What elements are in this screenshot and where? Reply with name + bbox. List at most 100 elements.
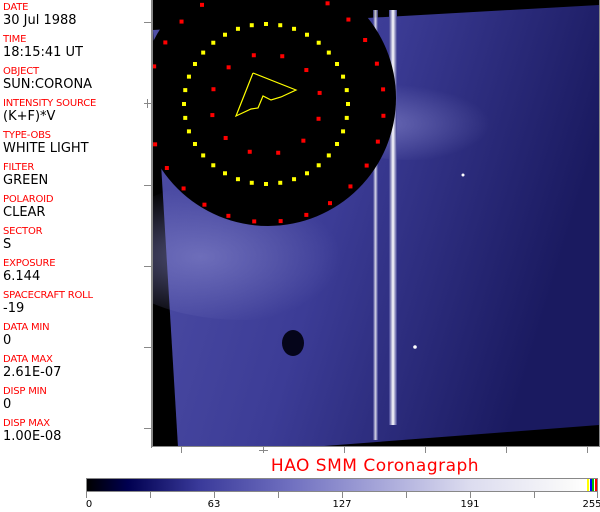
marker	[304, 68, 309, 73]
marker	[192, 62, 197, 66]
overlay-polygon	[234, 72, 298, 118]
marker	[278, 219, 283, 224]
marker	[249, 180, 254, 185]
tick	[144, 185, 151, 186]
marker	[251, 53, 256, 58]
pylon-streak	[389, 10, 397, 425]
field-exposure: EXPOSURE 6.144	[3, 258, 56, 284]
colorbar-tick-label: 0	[85, 499, 93, 510]
marker	[226, 65, 231, 70]
marker	[235, 177, 240, 182]
marker	[326, 153, 331, 158]
marker	[201, 153, 206, 158]
marker	[183, 115, 188, 120]
colorbar-tick	[214, 492, 215, 498]
field-value: 30 Jul 1988	[3, 13, 77, 28]
field-label: DATE	[3, 2, 29, 13]
tick	[144, 347, 151, 348]
marker	[186, 129, 191, 134]
field-type-obs: TYPE-OBS WHITE LIGHT	[3, 130, 89, 156]
marker	[223, 135, 228, 140]
field-value: 2.61E-07	[3, 365, 62, 380]
tick	[506, 447, 507, 453]
colorbar-tick	[597, 492, 598, 498]
field-label: FILTER	[3, 162, 35, 173]
marker	[264, 182, 268, 186]
colorbar-tick	[86, 492, 87, 498]
field-label: SECTOR	[3, 226, 43, 237]
tick	[144, 266, 151, 267]
colorbar-tick	[406, 492, 407, 498]
marker	[292, 177, 297, 182]
field-label: POLAROID	[3, 194, 54, 205]
marker	[363, 38, 368, 43]
colorbar-tick	[534, 492, 535, 498]
marker	[375, 139, 380, 144]
field-polaroid: POLAROID CLEAR	[3, 194, 54, 220]
field-time: TIME 18:15:41 UT	[3, 34, 83, 60]
tick	[181, 447, 182, 453]
marker	[344, 88, 349, 93]
field-value: S	[3, 237, 12, 252]
marker	[179, 19, 184, 24]
marker	[341, 129, 346, 134]
field-value: 1.00E-08	[3, 429, 62, 444]
field-filter: FILTER GREEN	[3, 162, 48, 188]
marker	[163, 40, 168, 45]
marker	[346, 102, 350, 106]
marker	[181, 186, 186, 191]
marker	[344, 115, 349, 120]
marker	[226, 213, 231, 218]
field-label: TIME	[3, 34, 27, 45]
colorbar-overlay-stripe	[592, 479, 594, 491]
tick	[144, 22, 151, 23]
colorbar-tick-label: 255	[582, 499, 600, 510]
field-spacecraft-roll: SPACECRAFT ROLL -19	[3, 290, 93, 316]
colorbar-overlay-stripe	[594, 479, 597, 491]
marker	[346, 17, 351, 22]
marker	[278, 180, 283, 185]
marker	[327, 201, 332, 206]
marker	[202, 202, 207, 207]
header-info-panel: DATE 30 Jul 1988 TIME 18:15:41 UT OBJECT SUN:…	[0, 0, 152, 448]
pylon-streak	[373, 10, 378, 440]
marker	[153, 142, 158, 147]
tick	[587, 447, 588, 453]
field-value: (K+F)*V	[3, 109, 56, 124]
marker	[276, 150, 281, 155]
marker	[247, 149, 252, 154]
marker	[381, 113, 386, 118]
dust-spot	[282, 330, 304, 356]
colorbar-tick-label: 191	[460, 499, 480, 510]
marker	[210, 113, 215, 118]
marker	[223, 171, 227, 176]
colorbar-tick-label: 127	[332, 499, 352, 510]
field-value: CLEAR	[3, 205, 46, 220]
colorbar-tick	[342, 492, 343, 498]
marker	[235, 26, 240, 31]
marker	[326, 50, 331, 55]
marker	[200, 2, 205, 7]
field-label: INTENSITY SOURCE	[3, 98, 97, 109]
field-label: EXPOSURE	[3, 258, 56, 269]
marker	[211, 163, 216, 168]
marker	[211, 87, 216, 92]
coronagraph-image-view[interactable]	[152, 0, 600, 447]
field-disp-max: DISP MAX 1.00E-08	[3, 418, 61, 444]
field-sector: SECTOR S	[3, 226, 43, 252]
field-intensity-source: INTENSITY SOURCE (K+F)*V	[3, 98, 96, 124]
marker	[305, 32, 309, 37]
field-label: DATA MAX	[3, 354, 53, 365]
colorbar-tick-label: 63	[207, 499, 221, 510]
marker	[348, 184, 353, 189]
field-data-max: DATA MAX 2.61E-07	[3, 354, 61, 380]
marker	[316, 116, 321, 121]
colorbar	[86, 478, 598, 492]
field-label: TYPE-OBS	[3, 130, 51, 141]
marker	[335, 142, 340, 146]
field-label: OBJECT	[3, 66, 39, 77]
field-label: DISP MIN	[3, 386, 47, 397]
tick	[344, 447, 345, 453]
marker	[325, 1, 330, 6]
marker	[183, 88, 188, 93]
